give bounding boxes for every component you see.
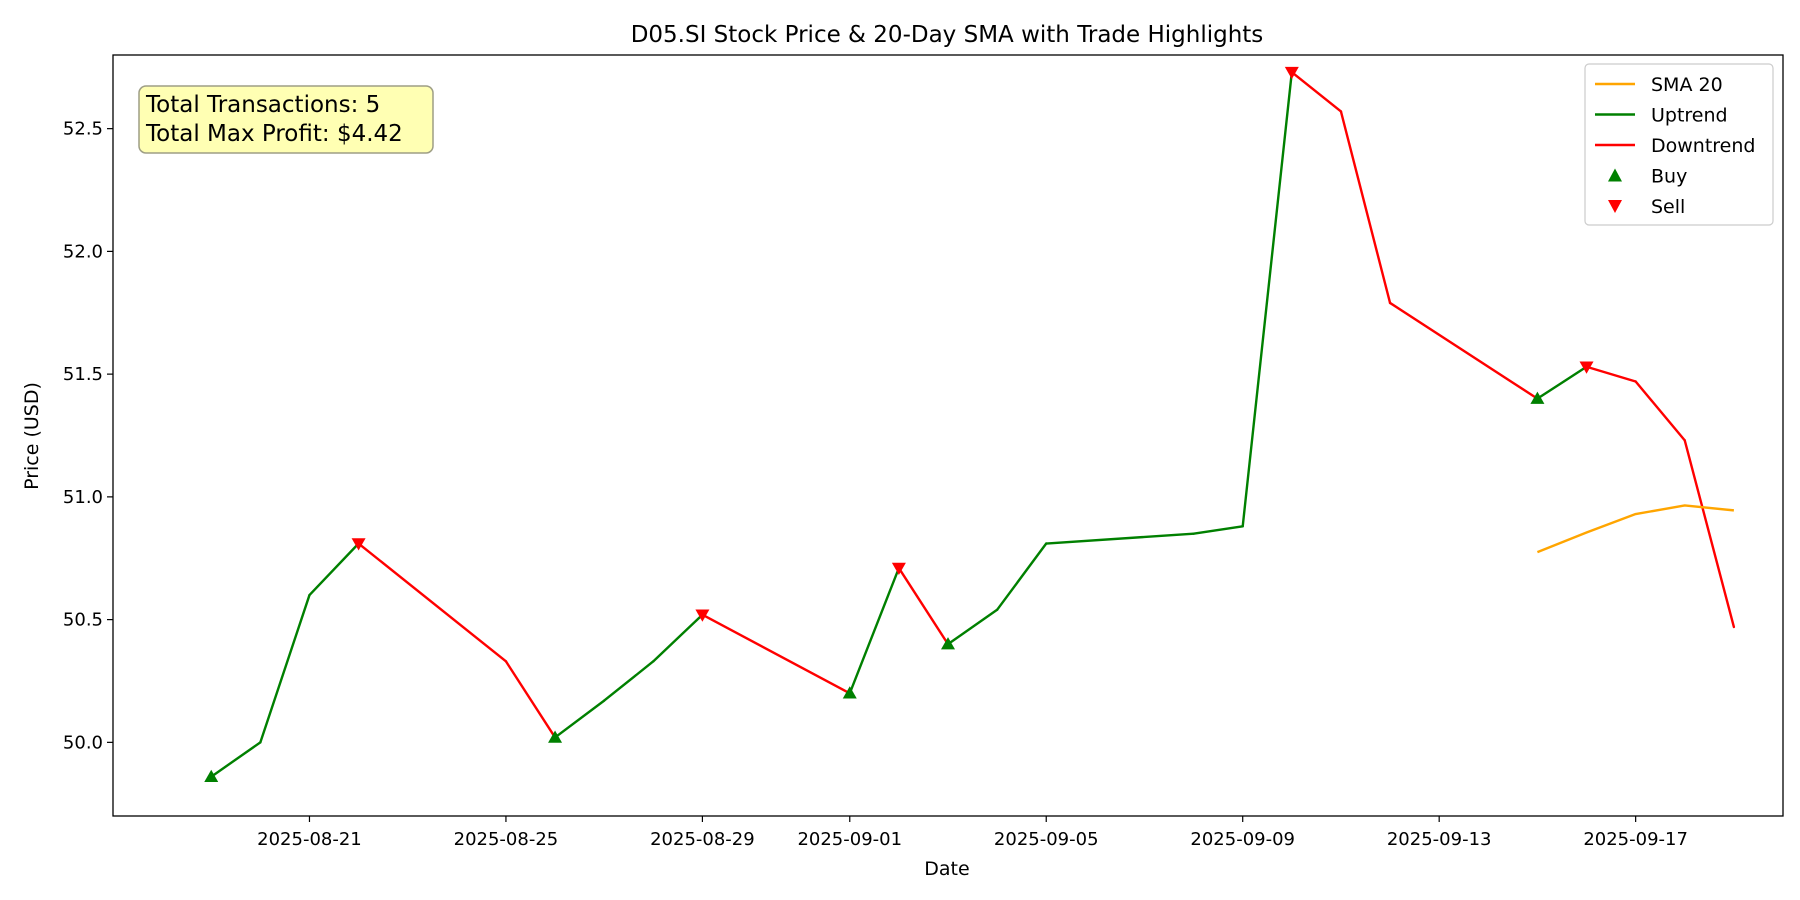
- x-tick-label: 2025-09-01: [797, 829, 902, 850]
- x-tick-label: 2025-08-21: [257, 829, 362, 850]
- plot-frame: [112, 54, 1784, 817]
- uptrend-segment: [652, 613, 704, 663]
- plot-area: [113, 55, 1783, 816]
- x-tick-label: 2025-09-09: [1190, 829, 1295, 850]
- uptrend-segment: [553, 699, 606, 739]
- legend: SMA 20 Uptrend Downtrend Buy Sell: [1584, 63, 1774, 226]
- buy-marker: [204, 769, 219, 782]
- downtrend-segment: [1585, 365, 1637, 383]
- uptrend-segment: [1192, 525, 1244, 535]
- downtrend-segment: [1634, 380, 1686, 442]
- y-tick-label: 52.0: [63, 241, 103, 262]
- sell-marker: [1284, 66, 1299, 80]
- downtrend-segment: [897, 566, 950, 646]
- legend-item-uptrend: Uptrend: [1595, 105, 1728, 127]
- sell-marker: [1579, 361, 1594, 374]
- x-tick-label: 2025-08-25: [454, 829, 559, 850]
- legend-item-sell: Sell: [1608, 196, 1685, 218]
- uptrend-segment: [1536, 365, 1588, 400]
- downtrend-segment: [504, 660, 557, 739]
- sell-marker: [351, 538, 366, 551]
- sell-marker: [695, 609, 710, 622]
- y-tick-label: 50.0: [63, 732, 103, 753]
- uptrend-segment: [308, 542, 360, 597]
- uptrend-segment: [1045, 532, 1195, 545]
- y-axis: 50.0 50.5 51.0 51.5 52.0 52.5: [63, 119, 113, 753]
- downtrend-segment: [701, 613, 851, 695]
- annotation-box: Total Transactions: 5 Total Max Profit: …: [138, 85, 434, 154]
- downtrend-segment: [1388, 301, 1539, 400]
- uptrend-segment: [210, 741, 262, 778]
- sell-marker: [891, 562, 906, 576]
- uptrend-segment: [602, 660, 655, 702]
- series-layer: [210, 70, 1736, 778]
- markers-layer: [204, 66, 1594, 782]
- legend-label: Buy: [1651, 166, 1687, 188]
- y-tick-label: 51.0: [63, 487, 103, 508]
- x-axis: 2025-08-21 2025-08-25 2025-08-29 2025-09-01…: [257, 816, 1688, 850]
- uptrend-segment: [1241, 70, 1294, 528]
- uptrend-segment: [946, 608, 999, 646]
- chart-title: D05.SI Stock Price & 20-Day SMA with Tra…: [631, 22, 1264, 48]
- x-tick-label: 2025-09-05: [994, 829, 1099, 850]
- legend-buy-swatch: [1608, 168, 1622, 182]
- y-tick-label: 52.5: [63, 119, 103, 140]
- legend-label: SMA 20: [1651, 74, 1723, 96]
- x-tick-label: 2025-08-29: [650, 829, 755, 850]
- y-axis-label: Price (USD): [21, 382, 43, 490]
- annotation-line-2: Total Max Profit: $4.42: [145, 121, 403, 147]
- y-tick-label: 50.5: [63, 610, 103, 631]
- x-axis-label: Date: [924, 858, 969, 880]
- legend-item-downtrend: Downtrend: [1595, 135, 1755, 157]
- buy-marker: [941, 637, 955, 650]
- uptrend-segment: [995, 542, 1048, 611]
- annotation-line-1: Total Transactions: 5: [145, 92, 380, 118]
- legend-label: Uptrend: [1651, 105, 1728, 127]
- x-tick-label: 2025-09-13: [1387, 829, 1492, 850]
- legend-item-sma-20: SMA 20: [1595, 74, 1723, 96]
- legend-label: Sell: [1651, 196, 1685, 218]
- buy-marker: [1530, 391, 1545, 404]
- downtrend-segment: [1290, 70, 1343, 113]
- buy-marker: [548, 730, 563, 743]
- x-tick-label: 2025-09-17: [1583, 829, 1688, 850]
- uptrend-segment: [259, 593, 311, 744]
- legend-item-buy: Buy: [1608, 166, 1687, 188]
- downtrend-segment: [357, 542, 508, 663]
- legend-sell-swatch: [1608, 200, 1622, 213]
- sma-20-line: [1536, 504, 1735, 554]
- buy-marker: [842, 686, 857, 699]
- uptrend-segment: [848, 566, 901, 695]
- y-tick-label: 51.5: [63, 364, 103, 385]
- legend-frame: [1584, 63, 1774, 226]
- downtrend-segment: [1683, 439, 1736, 629]
- legend-label: Downtrend: [1651, 135, 1755, 157]
- downtrend-segment: [1339, 110, 1392, 305]
